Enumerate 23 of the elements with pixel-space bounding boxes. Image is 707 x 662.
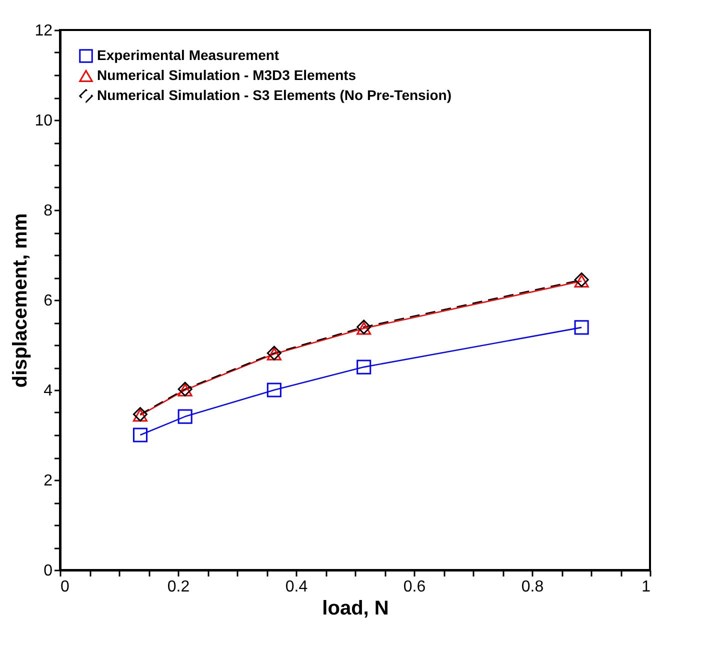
legend-label: Numerical Simulation - S3 Elements (No Pre-Tension) (97, 87, 452, 103)
y-tick-label: 6 (44, 292, 53, 310)
x-tick-label: 0.6 (403, 578, 426, 596)
y-axis-title: displacement, mm (10, 213, 32, 388)
legend-label: Experimental Measurement (97, 47, 280, 63)
point (132, 428, 148, 442)
y-tick-label: 10 (34, 112, 53, 130)
point (574, 320, 589, 335)
x-tick-label: 1 (642, 578, 651, 596)
y-tick-label: 4 (44, 382, 53, 400)
y-tick-label: 2 (44, 472, 53, 490)
point (356, 360, 372, 374)
x-tick-label: 0.2 (167, 578, 190, 596)
x-tick-label: 0.8 (521, 578, 544, 596)
y-tick-label: 8 (44, 202, 53, 220)
y-tick-label: 12 (34, 22, 53, 40)
x-tick-label: 0.4 (285, 578, 308, 596)
point (178, 409, 192, 424)
point (266, 382, 282, 398)
x-tick-label: 0 (60, 578, 70, 596)
x-axis-title: load, N (322, 598, 389, 620)
legend-label: Numerical Simulation - M3D3 Elements (97, 67, 356, 83)
y-tick-label: 0 (44, 562, 53, 580)
